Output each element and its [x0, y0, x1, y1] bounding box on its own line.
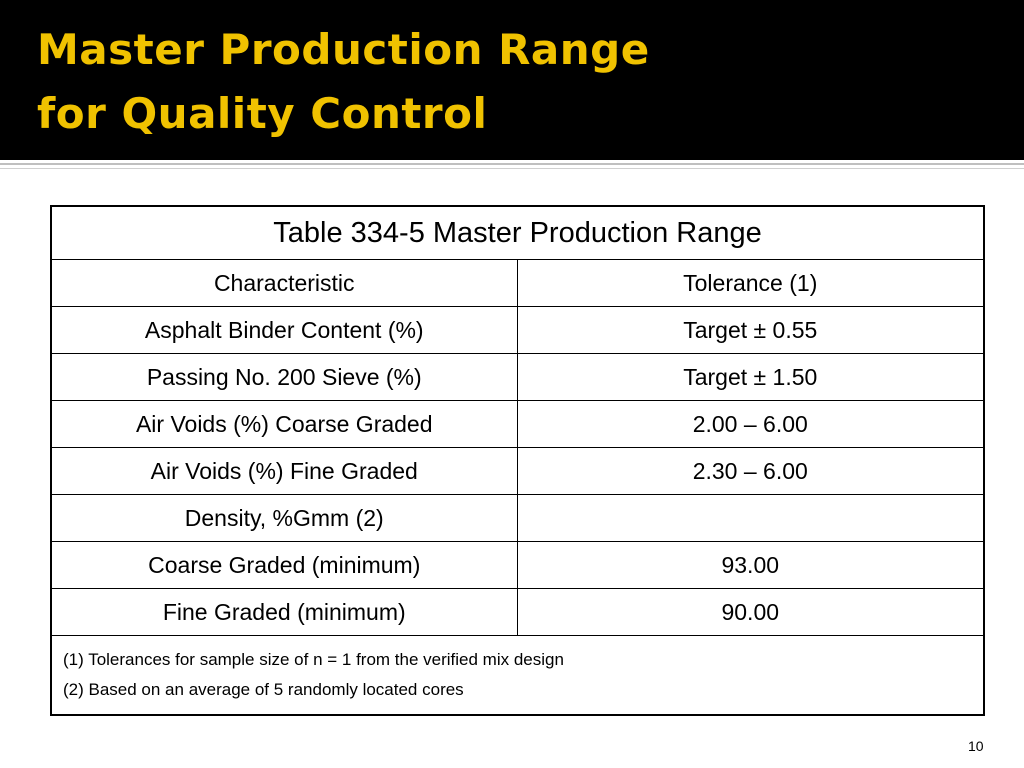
cell-tolerance: [516, 494, 985, 542]
cell-tolerance: 93.00: [516, 541, 985, 589]
cell-tolerance: 2.00 – 6.00: [516, 400, 985, 448]
cell-characteristic: Density, %Gmm (2): [50, 494, 518, 542]
table-row: Passing No. 200 Sieve (%) Target ± 1.50: [50, 353, 985, 401]
header-tolerance: Tolerance (1): [516, 259, 985, 307]
footnote-2: (2) Based on an average of 5 randomly lo…: [63, 680, 464, 699]
header-characteristic: Characteristic: [50, 259, 518, 307]
table-notes: (1) Tolerances for sample size of n = 1 …: [50, 635, 985, 716]
cell-tolerance: Target ± 0.55: [516, 306, 985, 354]
cell-tolerance: 2.30 – 6.00: [516, 447, 985, 495]
cell-characteristic: Passing No. 200 Sieve (%): [50, 353, 518, 401]
footnote-1: (1) Tolerances for sample size of n = 1 …: [63, 650, 564, 669]
cell-tolerance: Target ± 1.50: [516, 353, 985, 401]
table-row: Fine Graded (minimum) 90.00: [50, 588, 985, 636]
table-row: Air Voids (%) Coarse Graded 2.00 – 6.00: [50, 400, 985, 448]
table-notes-row: (1) Tolerances for sample size of n = 1 …: [50, 635, 985, 716]
table-row: Coarse Graded (minimum) 93.00: [50, 541, 985, 589]
master-production-range-table: Table 334-5 Master Production Range Char…: [50, 205, 985, 716]
table-header-row: Characteristic Tolerance (1): [50, 259, 985, 307]
cell-tolerance: 90.00: [516, 588, 985, 636]
cell-characteristic: Air Voids (%) Coarse Graded: [50, 400, 518, 448]
cell-characteristic: Coarse Graded (minimum): [50, 541, 518, 589]
table-row: Density, %Gmm (2): [50, 494, 985, 542]
table-row: Air Voids (%) Fine Graded 2.30 – 6.00: [50, 447, 985, 495]
slide-title-line-2: for Quality Control: [37, 89, 488, 138]
slide-title-line-1: Master Production Range: [37, 25, 650, 74]
cell-characteristic: Fine Graded (minimum): [50, 588, 518, 636]
page-number: 10: [968, 738, 984, 754]
table-caption: Table 334-5 Master Production Range: [50, 205, 985, 260]
title-bar: Master Production Range for Quality Cont…: [0, 0, 1024, 160]
cell-characteristic: Air Voids (%) Fine Graded: [50, 447, 518, 495]
cell-characteristic: Asphalt Binder Content (%): [50, 306, 518, 354]
table-row: Asphalt Binder Content (%) Target ± 0.55: [50, 306, 985, 354]
table-caption-row: Table 334-5 Master Production Range: [50, 205, 985, 260]
divider-line-thin: [0, 168, 1024, 169]
divider-line: [0, 163, 1024, 165]
